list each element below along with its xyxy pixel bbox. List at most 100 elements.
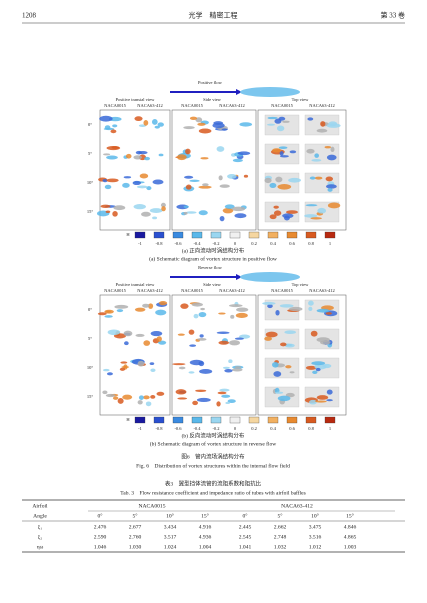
table-cell: 4.916 xyxy=(199,524,212,530)
vortex-blob xyxy=(158,301,168,306)
vortex-blob xyxy=(316,308,330,313)
table-header: 10° xyxy=(311,512,319,519)
vortex-blob xyxy=(267,304,273,309)
colorbar-tick: 0.2 xyxy=(251,426,257,431)
table-cell: 4.846 xyxy=(344,524,357,530)
vortex-blob xyxy=(289,306,303,312)
vortex-blob xyxy=(198,210,208,216)
table-cell: 1.003 xyxy=(344,544,357,550)
table-cell: 1.046 xyxy=(94,544,107,550)
vortex-blob xyxy=(106,155,118,160)
colorbar-swatch xyxy=(229,416,241,424)
vortex-blob xyxy=(265,331,278,338)
vortex-blob xyxy=(314,153,319,158)
vortex-blob xyxy=(183,126,195,130)
vortex-blob xyxy=(315,367,321,372)
vortex-blob xyxy=(324,145,332,149)
vortex-blob xyxy=(277,184,292,190)
vortex-blob xyxy=(219,184,230,188)
vortex-blob xyxy=(114,304,129,309)
vortex-blob xyxy=(219,215,225,222)
airfoil-label: NACA0015 xyxy=(104,103,127,108)
vortex-blob xyxy=(305,365,317,370)
angle-label: 10° xyxy=(87,365,94,370)
vortex-blob xyxy=(222,366,230,369)
vortex-blob xyxy=(105,310,111,313)
vortex-blob xyxy=(289,150,297,154)
airfoil-label: NACA0015 xyxy=(271,103,294,108)
vortex-blob xyxy=(309,399,317,405)
vortex-blob xyxy=(305,204,318,207)
vortex-blob xyxy=(277,395,291,402)
vortex-blob xyxy=(177,333,185,336)
colorbar-tick: -0.6 xyxy=(174,426,182,431)
vortex-blob xyxy=(149,362,155,365)
view-label: Side view xyxy=(203,282,222,287)
vortex-blob xyxy=(282,120,290,123)
vortex-blob xyxy=(160,202,166,208)
colorbar-swatch xyxy=(134,416,146,424)
vortex-blob xyxy=(239,122,253,127)
vortex-blob xyxy=(105,393,116,398)
vortex-blob xyxy=(104,125,111,130)
colorbar-swatch xyxy=(267,416,279,424)
vortex-blob xyxy=(198,185,212,189)
colorbar-title: H xyxy=(126,232,130,237)
vortex-blob xyxy=(149,208,163,214)
table-cell: 3.517 xyxy=(164,534,177,540)
vortex-blob xyxy=(125,153,132,159)
vortex-blob xyxy=(133,155,142,160)
colorbar-swatch xyxy=(286,231,298,239)
vortex-blob xyxy=(195,117,203,123)
table-header: 0° xyxy=(97,512,102,519)
vortex-blob xyxy=(104,315,113,318)
colorbar-tick: -1 xyxy=(138,426,142,431)
table-cell: 2.545 xyxy=(239,534,252,540)
vortex-blob xyxy=(156,336,162,342)
vortex-blob xyxy=(195,389,207,393)
vortex-blob xyxy=(243,174,249,178)
vortex-blob xyxy=(326,123,341,128)
colorbar-swatch xyxy=(210,231,222,239)
table-header: 5° xyxy=(132,512,137,519)
vortex-blob xyxy=(199,334,204,338)
vortex-blob xyxy=(188,329,195,335)
table-caption-en: Tab. 3 Flow resistance coefficient and i… xyxy=(120,489,305,496)
vortex-blob xyxy=(320,121,326,127)
vortex-blob xyxy=(308,300,314,306)
vortex-blob xyxy=(275,391,284,394)
vortex-blob xyxy=(212,122,225,129)
vortex-blob xyxy=(172,363,186,366)
vortex-blob xyxy=(185,184,192,190)
colorbar-tick: 0.8 xyxy=(308,241,314,246)
vortex-blob xyxy=(224,204,235,209)
vortex-blob xyxy=(177,397,188,400)
colorbar-tick: -1 xyxy=(138,241,142,246)
view-label: Top view xyxy=(292,282,310,287)
table-header: 10° xyxy=(166,512,174,519)
table-header: Angle xyxy=(33,513,47,519)
vortex-blob xyxy=(102,390,108,395)
vortex-blob xyxy=(151,118,158,125)
vortex-blob xyxy=(262,301,276,305)
airfoil-label: NACA63-412 xyxy=(137,288,163,293)
table-cell: 4.936 xyxy=(199,534,212,540)
vortex-blob xyxy=(150,395,156,399)
vortex-blob xyxy=(273,205,279,209)
colorbar-tick: -0.2 xyxy=(212,426,219,431)
vortex-blob xyxy=(217,391,227,395)
vortex-blob xyxy=(112,211,118,217)
figure-caption-en: Fig. 6 Distribution of vortex structures… xyxy=(136,462,290,469)
vortex-blob xyxy=(161,206,166,212)
vortex-blob xyxy=(142,303,150,308)
vortex-blob xyxy=(284,343,295,348)
vortex-blob xyxy=(326,389,333,395)
airfoil-icon xyxy=(240,272,300,282)
colorbar-tick: 0.6 xyxy=(289,241,295,246)
table-cell: 1.041 xyxy=(239,544,252,550)
vortex-blob xyxy=(325,176,334,182)
vortex-blob xyxy=(112,124,118,128)
vortex-blob xyxy=(184,175,194,179)
vortex-blob xyxy=(218,312,226,315)
panel-caption-cn: (a) 正向流动时涡结构分布 xyxy=(182,246,245,254)
